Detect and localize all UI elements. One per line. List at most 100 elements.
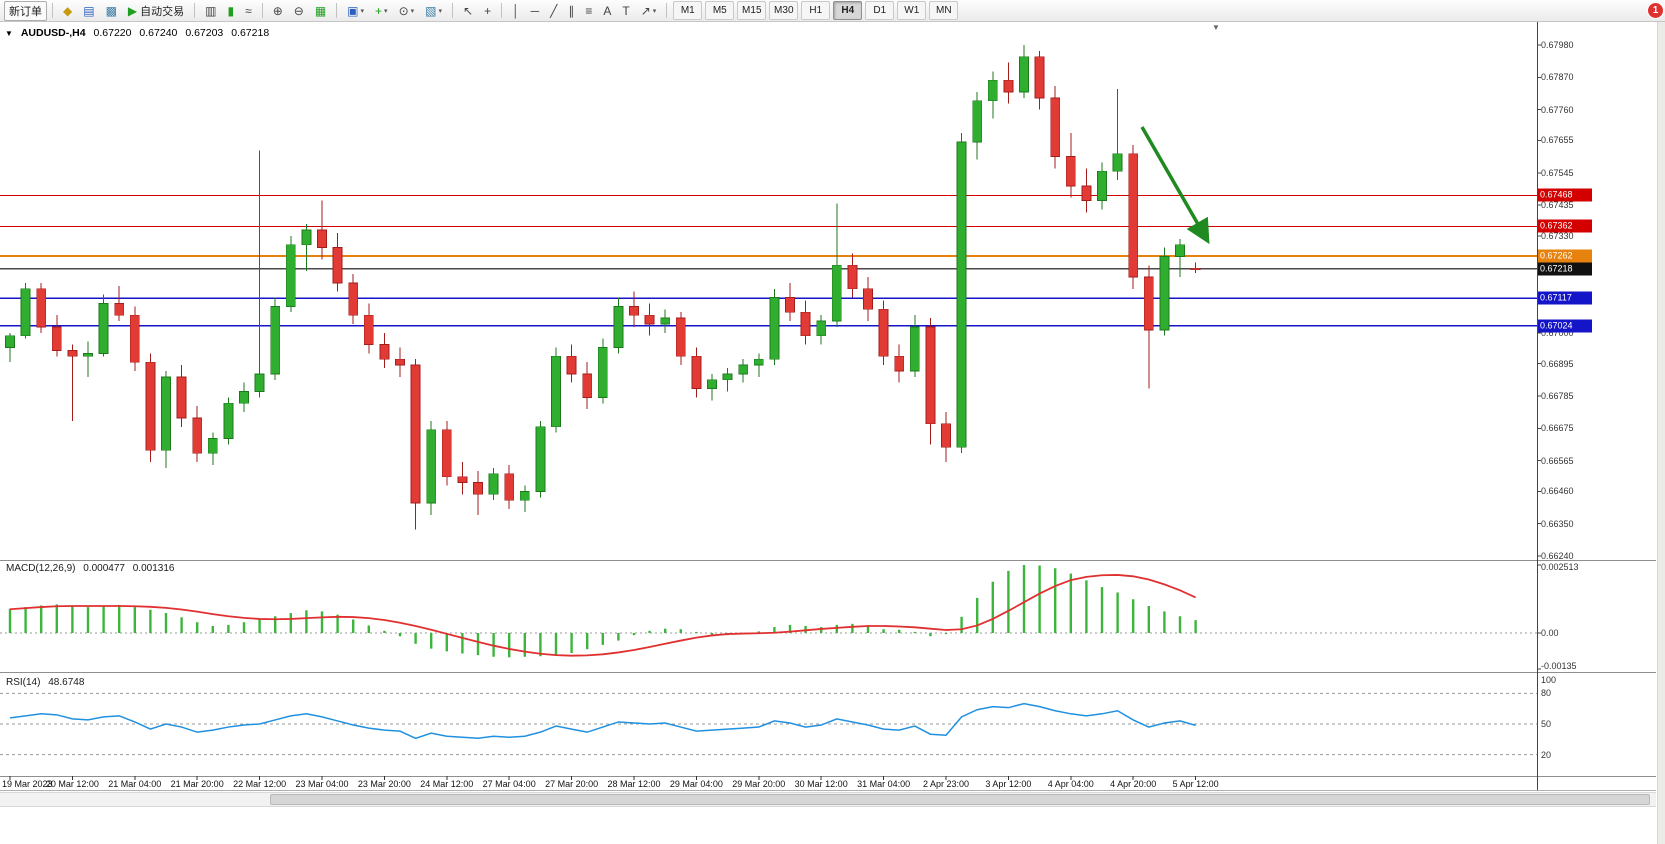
timeframe-h4-button[interactable]: H4 [833,1,863,20]
ohlc-close: 0.67218 [231,27,270,39]
rsi-label: RSI(14) 48.6748 [6,677,89,688]
new-chart-button[interactable]: ▣ ▾ [342,1,369,21]
new-chart-icon: ▣ [347,3,359,18]
navigator-button[interactable]: ▤ [78,1,99,21]
chevron-down-icon: ▾ [360,7,365,15]
bar-chart-icon: ▥ [205,3,217,18]
chevron-down-icon: ▾ [652,7,657,15]
template-icon: ▧ [425,3,437,18]
crosshair-button[interactable]: + [479,1,496,21]
timeframe-m1-button[interactable]: M1 [673,1,703,20]
time-axis-label: 30 Mar 12:00 [794,779,848,789]
tile-windows-icon: ▦ [314,3,327,18]
timeframe-w1-button[interactable]: W1 [897,1,927,20]
timeframe-h1-button[interactable]: H1 [801,1,831,20]
macd-axis-label: 0.00 [1541,628,1559,638]
vertical-line-button[interactable]: │ [507,1,525,21]
label-tool-icon: T [622,3,630,18]
price-line-tag: 0.67362 [1538,219,1592,233]
time-axis-label: 20 Mar 12:00 [45,779,99,789]
time-axis-label: 4 Apr 04:00 [1047,779,1094,789]
market-watch-button[interactable]: ◆ [58,1,77,21]
timeframe-mn-button[interactable]: MN [929,1,959,20]
arrows-tool-button[interactable]: ↗ ▾ [636,1,662,21]
terminal-icon: ▩ [105,3,117,18]
horizontal-scrollbar-thumb[interactable] [270,794,1650,805]
macd-signal-value: 0.001316 [132,563,175,574]
rsi-value: 48.6748 [48,677,85,688]
time-axis-label: 3 Apr 12:00 [985,779,1032,789]
toolbar-separator [194,3,196,18]
auto-trading-label: 自动交易 [140,5,185,18]
symbol-caret-icon: ▼ [5,29,13,38]
candlestick-chart-button[interactable]: ▮ [223,1,240,21]
price-axis-label: 0.66895 [1541,358,1574,369]
channel-button[interactable]: ∥ [563,1,579,21]
price-axis-label: 0.66350 [1541,518,1574,529]
toolbar-separator [666,3,668,18]
terminal-button[interactable]: ▩ [101,1,122,21]
rsi-axis-label: 100 [1541,675,1557,685]
time-axis-label: 29 Mar 20:00 [732,779,786,789]
line-chart-icon: ≈ [245,3,252,18]
line-chart-button[interactable]: ≈ [240,1,257,21]
autotrade-icon: ▶ [127,3,138,18]
timeframe-m5-button[interactable]: M5 [705,1,735,20]
notification-badge[interactable]: 1 [1648,3,1663,18]
auto-trading-button[interactable]: ▶ 自动交易 [123,1,189,21]
chevron-down-icon: ▾ [410,7,415,15]
price-axis-label: 0.66675 [1541,423,1574,434]
time-axis-label: 4 Apr 20:00 [1110,779,1157,789]
fibonacci-button[interactable]: ≡ [580,1,597,21]
trendline-icon: ╱ [550,3,558,18]
macd-name: MACD(12,26,9) [6,563,76,574]
clock-icon: ⊙ [398,3,409,18]
macd-layer [0,564,1537,658]
vertical-scrollbar[interactable] [1657,22,1665,844]
new-order-label: 新订单 [9,5,42,18]
price-axis-label: 0.67545 [1541,167,1574,178]
timeframe-d1-button[interactable]: D1 [865,1,895,20]
price-axis-label: 0.66460 [1541,486,1574,497]
text-tool-button[interactable]: A [598,1,616,21]
price-axis-label: 0.67980 [1541,40,1574,50]
bar-chart-button[interactable]: ▥ [200,1,221,21]
time-axis-label: 22 Mar 12:00 [233,779,287,789]
time-axis-label: 19 Mar 2023 [2,779,53,789]
toolbar-separator [261,3,263,18]
time-axis-label: 24 Mar 12:00 [420,779,474,789]
price-axis-label: 0.66240 [1541,551,1574,561]
add-indicator-icon: + [375,3,383,18]
timeframe-m30-button[interactable]: M30 [769,1,799,20]
horizontal-scrollbar[interactable] [0,792,1656,807]
templates-button[interactable]: ▧ ▾ [420,1,447,21]
time-axis-label: 2 Apr 23:00 [922,779,970,789]
new-order-button[interactable]: 新订单 [4,0,47,21]
macd-axis-label: -0.00135 [1541,661,1577,671]
chart-shift-marker-icon[interactable]: ▼ [1212,23,1220,32]
zoom-in-button[interactable]: ⊕ [268,1,288,21]
candles-layer [5,45,1201,530]
rsi-layer [0,692,1537,756]
price-axis-label: 0.67330 [1541,230,1574,241]
price-axis-label: 0.66565 [1541,455,1574,466]
time-axis-label: 31 Mar 04:00 [857,779,911,789]
label-tool-button[interactable]: T [617,1,634,21]
trendline-button[interactable]: ╱ [545,1,562,21]
macd-axis-label: 0.002513 [1541,562,1579,572]
price-line-tag: 0.67468 [1538,188,1592,202]
indicators-button[interactable]: + ▾ [370,1,393,21]
vertical-line-icon: │ [512,3,520,18]
time-axis-label: 21 Mar 20:00 [170,779,224,789]
periods-button[interactable]: ⊙ ▾ [394,1,420,21]
cursor-button[interactable]: ↖ [458,1,478,21]
tile-windows-button[interactable]: ▦ [310,1,331,21]
time-axis-label: 27 Mar 04:00 [482,779,536,789]
fibonacci-icon: ≡ [585,3,593,18]
text-tool-icon: A [603,3,612,18]
zoom-out-button[interactable]: ⊖ [289,1,309,21]
timeframe-m15-button[interactable]: M15 [737,1,767,20]
horizontal-line-button[interactable]: ─ [526,1,545,21]
